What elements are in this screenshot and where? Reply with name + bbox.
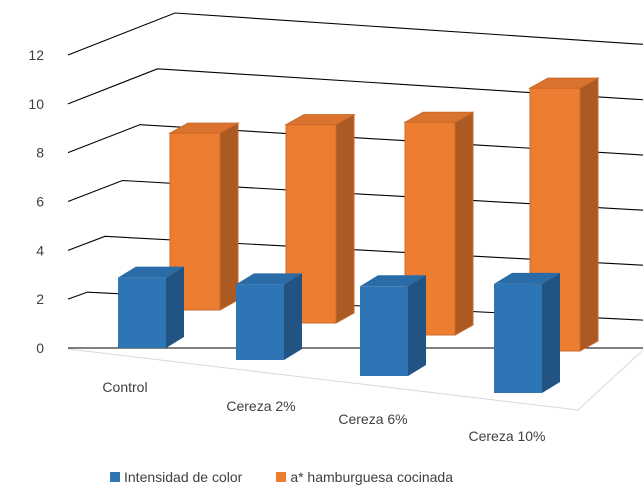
y-tick-label-10: 10 — [28, 96, 44, 112]
x-tick-label-1: Cereza 2% — [226, 398, 295, 414]
chart-floor — [67, 348, 643, 411]
gridline-12 — [67, 12, 643, 56]
legend-item-series-1: a* hamburguesa cocinada — [276, 469, 453, 485]
legend-swatch-series-0 — [110, 472, 120, 482]
y-tick-label-0: 0 — [36, 340, 44, 356]
x-tick-label-0: Control — [102, 379, 147, 395]
y-tick-label-4: 4 — [36, 242, 44, 258]
y-axis-ticks: 0 2 4 6 8 10 12 — [28, 47, 44, 356]
legend-label-series-0: Intensidad de color — [124, 469, 243, 485]
bar-intensidad-2 — [360, 275, 426, 376]
gridline-10 — [67, 68, 643, 105]
gridline-8 — [67, 124, 643, 156]
gridlines — [67, 12, 643, 411]
legend-swatch-series-1 — [276, 472, 287, 482]
bar-intensidad-3 — [494, 272, 560, 393]
legend-item-series-0: Intensidad de color — [110, 469, 242, 485]
x-tick-label-2: Cereza 6% — [338, 411, 407, 427]
y-tick-label-12: 12 — [28, 47, 44, 63]
y-tick-label-6: 6 — [36, 194, 44, 210]
y-tick-label-8: 8 — [36, 145, 44, 161]
back-row-bars — [168, 77, 600, 352]
bar-a-star-2 — [403, 111, 475, 336]
bar-intensidad-0 — [118, 266, 184, 348]
bar-a-star-0 — [168, 122, 240, 311]
legend-label-series-1: a* hamburguesa cocinada — [290, 469, 453, 485]
bar-intensidad-1 — [236, 273, 302, 360]
x-axis-ticks: Control Cereza 2% Cereza 6% Cereza 10% — [102, 379, 545, 444]
y-tick-label-2: 2 — [36, 291, 44, 307]
x-tick-label-3: Cereza 10% — [468, 428, 545, 444]
legend: Intensidad de color a* hamburguesa cocin… — [110, 469, 453, 485]
front-row-bars — [118, 266, 560, 393]
